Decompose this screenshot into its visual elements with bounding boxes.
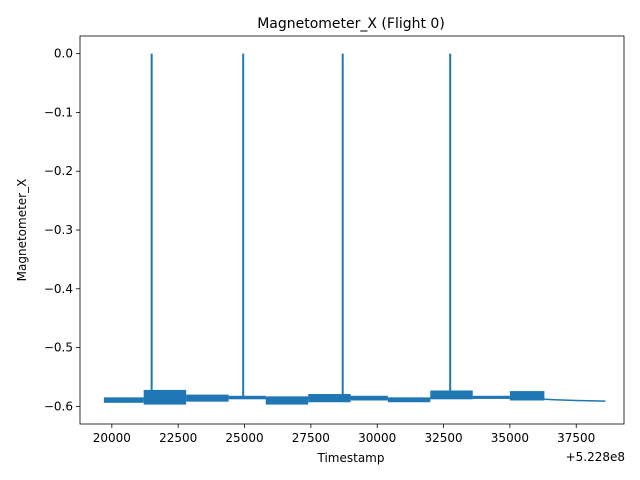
y-tick-label: −0.3 xyxy=(44,223,73,237)
y-tick-label: −0.4 xyxy=(44,282,73,296)
x-axis-label: Timestamp xyxy=(317,451,385,465)
x-tick-label: 32500 xyxy=(424,431,462,445)
series-band-9 xyxy=(472,395,510,399)
x-offset-label: +5.228e8 xyxy=(566,450,625,464)
series-tail xyxy=(544,398,606,402)
x-tick-label: 25000 xyxy=(225,431,263,445)
y-tick-label: −0.2 xyxy=(44,164,73,178)
series-band-7 xyxy=(387,397,431,403)
plot-area xyxy=(103,53,606,405)
y-axis-label: Magnetometer_X xyxy=(15,179,29,282)
y-tick-label: −0.6 xyxy=(44,399,73,413)
x-tick-label: 20000 xyxy=(93,431,131,445)
axes: 20000 22500 25000 27500 30000 32500 35000 37500… xyxy=(44,35,625,445)
series-band-4 xyxy=(265,396,309,405)
y-tick-label: −0.5 xyxy=(44,341,73,355)
x-tick-label: 30000 xyxy=(358,431,396,445)
x-tick-label: 37500 xyxy=(557,431,595,445)
x-tick-label: 27500 xyxy=(292,431,330,445)
x-tick-label: 22500 xyxy=(159,431,197,445)
series-band-8 xyxy=(430,390,473,400)
y-tick-label: −0.1 xyxy=(44,105,73,119)
series-band-0 xyxy=(103,398,144,403)
y-tick-label: 0.0 xyxy=(54,47,73,61)
series-band-10 xyxy=(509,391,545,401)
chart-title: Magnetometer_X (Flight 0) xyxy=(257,16,445,32)
series-band-1 xyxy=(143,389,187,405)
x-tick-label: 35000 xyxy=(491,431,529,445)
